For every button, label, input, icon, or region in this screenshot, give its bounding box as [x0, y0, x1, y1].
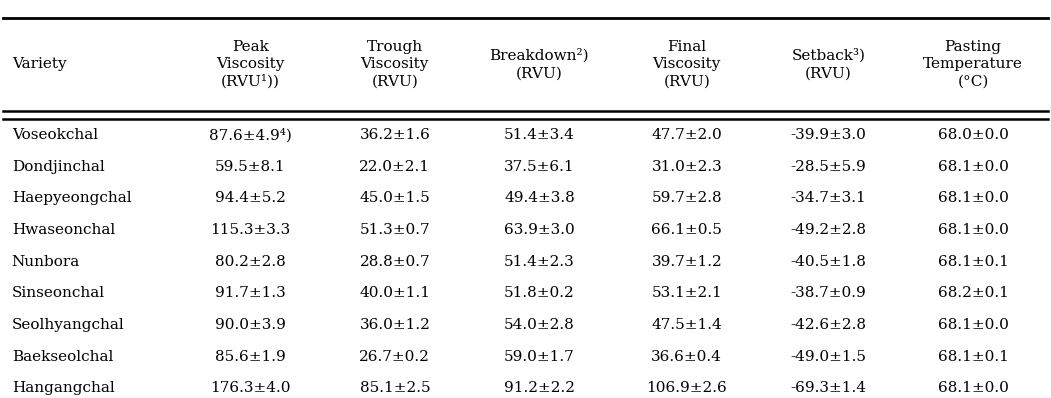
Text: Variety: Variety: [12, 57, 66, 72]
Text: 36.0±1.2: 36.0±1.2: [359, 318, 430, 332]
Text: 68.1±0.0: 68.1±0.0: [937, 191, 1009, 205]
Text: 68.1±0.1: 68.1±0.1: [937, 349, 1009, 363]
Text: 39.7±1.2: 39.7±1.2: [652, 255, 722, 269]
Text: Sinseonchal: Sinseonchal: [12, 286, 105, 300]
Text: -38.7±0.9: -38.7±0.9: [790, 286, 866, 300]
Text: 26.7±0.2: 26.7±0.2: [359, 349, 430, 363]
Text: 68.1±0.0: 68.1±0.0: [937, 381, 1009, 395]
Text: 106.9±2.6: 106.9±2.6: [646, 381, 727, 395]
Text: 85.6±1.9: 85.6±1.9: [214, 349, 286, 363]
Text: Baekseolchal: Baekseolchal: [12, 349, 114, 363]
Text: 63.9±3.0: 63.9±3.0: [504, 223, 575, 237]
Text: 31.0±2.3: 31.0±2.3: [652, 160, 722, 174]
Text: -40.5±1.8: -40.5±1.8: [790, 255, 866, 269]
Text: 85.1±2.5: 85.1±2.5: [359, 381, 430, 395]
Text: 91.2±2.2: 91.2±2.2: [503, 381, 575, 395]
Text: 68.1±0.1: 68.1±0.1: [937, 255, 1009, 269]
Text: Peak
Viscosity
(RVU¹)): Peak Viscosity (RVU¹)): [217, 40, 285, 89]
Text: -49.2±2.8: -49.2±2.8: [790, 223, 867, 237]
Text: 40.0±1.1: 40.0±1.1: [359, 286, 430, 300]
Text: Hwaseonchal: Hwaseonchal: [12, 223, 115, 237]
Text: -42.6±2.8: -42.6±2.8: [790, 318, 867, 332]
Text: 59.0±1.7: 59.0±1.7: [504, 349, 575, 363]
Text: 66.1±0.5: 66.1±0.5: [652, 223, 722, 237]
Text: Breakdown²)
(RVU): Breakdown²) (RVU): [490, 49, 590, 80]
Text: 68.2±0.1: 68.2±0.1: [937, 286, 1009, 300]
Text: 51.8±0.2: 51.8±0.2: [504, 286, 575, 300]
Text: 80.2±2.8: 80.2±2.8: [214, 255, 286, 269]
Text: 47.7±2.0: 47.7±2.0: [652, 128, 722, 142]
Text: Haepyeongchal: Haepyeongchal: [12, 191, 131, 205]
Text: 94.4±5.2: 94.4±5.2: [214, 191, 286, 205]
Text: 51.3±0.7: 51.3±0.7: [359, 223, 430, 237]
Text: 91.7±1.3: 91.7±1.3: [214, 286, 286, 300]
Text: 54.0±2.8: 54.0±2.8: [504, 318, 575, 332]
Text: 51.4±2.3: 51.4±2.3: [504, 255, 575, 269]
Text: -49.0±1.5: -49.0±1.5: [790, 349, 867, 363]
Text: 49.4±3.8: 49.4±3.8: [504, 191, 575, 205]
Text: 87.6±4.9⁴): 87.6±4.9⁴): [209, 128, 292, 142]
Text: -39.9±3.0: -39.9±3.0: [790, 128, 866, 142]
Text: Pasting
Temperature
(°C): Pasting Temperature (°C): [923, 40, 1023, 89]
Text: 53.1±2.1: 53.1±2.1: [652, 286, 722, 300]
Text: -28.5±5.9: -28.5±5.9: [790, 160, 866, 174]
Text: 37.5±6.1: 37.5±6.1: [504, 160, 575, 174]
Text: Seolhyangchal: Seolhyangchal: [12, 318, 124, 332]
Text: Setback³)
(RVU): Setback³) (RVU): [791, 49, 866, 80]
Text: -34.7±3.1: -34.7±3.1: [790, 191, 866, 205]
Text: 90.0±3.9: 90.0±3.9: [214, 318, 286, 332]
Text: 36.6±0.4: 36.6±0.4: [652, 349, 722, 363]
Text: 68.1±0.0: 68.1±0.0: [937, 318, 1009, 332]
Text: 47.5±1.4: 47.5±1.4: [652, 318, 722, 332]
Text: 36.2±1.6: 36.2±1.6: [359, 128, 430, 142]
Text: 68.0±0.0: 68.0±0.0: [937, 128, 1009, 142]
Text: Trough
Viscosity
(RVU): Trough Viscosity (RVU): [360, 40, 429, 89]
Text: Final
Viscosity
(RVU): Final Viscosity (RVU): [653, 40, 721, 89]
Text: 176.3±4.0: 176.3±4.0: [210, 381, 290, 395]
Text: 45.0±1.5: 45.0±1.5: [359, 191, 430, 205]
Text: 59.5±8.1: 59.5±8.1: [214, 160, 286, 174]
Text: 59.7±2.8: 59.7±2.8: [652, 191, 722, 205]
Text: Voseokchal: Voseokchal: [12, 128, 98, 142]
Text: 51.4±3.4: 51.4±3.4: [504, 128, 575, 142]
Text: 68.1±0.0: 68.1±0.0: [937, 160, 1009, 174]
Text: 115.3±3.3: 115.3±3.3: [210, 223, 290, 237]
Text: Dondjinchal: Dondjinchal: [12, 160, 104, 174]
Text: 22.0±2.1: 22.0±2.1: [359, 160, 430, 174]
Text: 28.8±0.7: 28.8±0.7: [359, 255, 430, 269]
Text: Hangangchal: Hangangchal: [12, 381, 115, 395]
Text: 68.1±0.0: 68.1±0.0: [937, 223, 1009, 237]
Text: Nunbora: Nunbora: [12, 255, 80, 269]
Text: -69.3±1.4: -69.3±1.4: [790, 381, 867, 395]
